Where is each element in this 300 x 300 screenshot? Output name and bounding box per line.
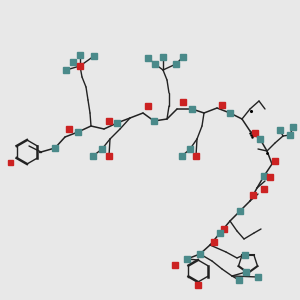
Bar bbox=[267, 174, 273, 180]
Bar bbox=[8, 160, 13, 164]
Bar bbox=[180, 99, 186, 105]
Bar bbox=[236, 277, 242, 283]
Bar bbox=[173, 61, 179, 67]
Bar bbox=[75, 129, 81, 135]
Bar bbox=[197, 251, 203, 257]
Bar bbox=[187, 146, 193, 152]
Bar bbox=[287, 132, 293, 138]
Bar bbox=[66, 126, 72, 132]
Bar bbox=[219, 102, 225, 108]
Bar bbox=[184, 256, 190, 262]
Bar bbox=[195, 282, 201, 288]
Bar bbox=[145, 55, 151, 61]
Bar bbox=[227, 110, 233, 116]
Bar bbox=[63, 67, 69, 73]
Bar bbox=[77, 63, 83, 69]
Bar bbox=[272, 158, 278, 164]
Bar bbox=[242, 252, 248, 258]
Bar bbox=[257, 136, 263, 142]
Bar bbox=[261, 186, 267, 192]
Bar bbox=[250, 192, 256, 198]
Bar bbox=[106, 153, 112, 159]
Bar bbox=[91, 53, 97, 59]
Bar bbox=[290, 124, 296, 130]
Bar bbox=[193, 153, 199, 159]
Bar bbox=[172, 262, 178, 268]
Bar bbox=[277, 127, 283, 133]
Bar bbox=[217, 230, 223, 236]
Bar bbox=[145, 103, 151, 109]
Bar bbox=[261, 173, 267, 179]
Bar bbox=[211, 239, 217, 245]
Bar bbox=[70, 59, 76, 65]
Bar bbox=[77, 52, 83, 58]
Bar bbox=[99, 146, 105, 152]
Bar bbox=[90, 153, 96, 159]
Bar bbox=[179, 153, 185, 159]
Bar bbox=[237, 208, 243, 214]
Bar bbox=[189, 106, 195, 112]
Bar bbox=[114, 120, 120, 126]
Bar bbox=[221, 226, 227, 232]
Bar bbox=[52, 145, 58, 151]
Bar bbox=[106, 118, 112, 124]
Bar bbox=[160, 54, 166, 60]
Bar bbox=[151, 118, 157, 124]
Bar bbox=[152, 61, 158, 67]
Bar bbox=[243, 269, 249, 275]
Bar bbox=[252, 130, 258, 136]
Bar bbox=[180, 54, 186, 60]
Bar bbox=[255, 274, 261, 280]
